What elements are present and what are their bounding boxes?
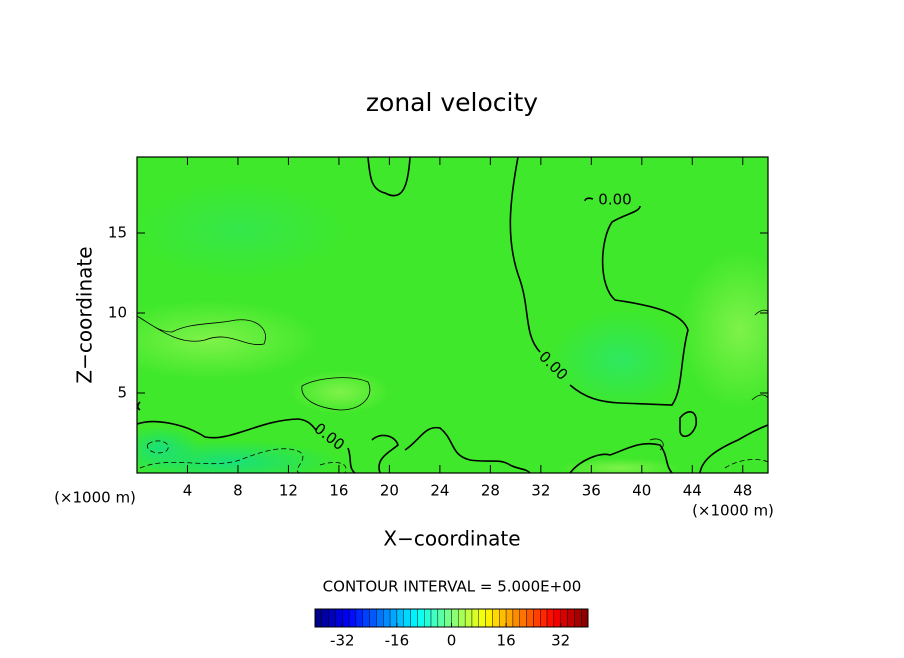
contour-label: 0.00 — [598, 191, 631, 209]
x-tick-label: 48 — [733, 482, 752, 500]
colorbar-swatch — [458, 608, 466, 628]
plot-frame — [136, 156, 769, 474]
colorbar-swatch — [430, 608, 439, 628]
colorbar-swatch — [362, 608, 370, 628]
contour-line — [137, 401, 768, 473]
colorbar-swatch — [355, 608, 363, 628]
colorbar-swatch — [437, 608, 445, 628]
field — [137, 157, 768, 473]
x-tick-label: 16 — [329, 482, 348, 500]
colorbar-tick-label: 0 — [447, 632, 457, 650]
x-axis-label: X−coordinate — [383, 527, 520, 551]
y-unit: (×1000 m) — [54, 489, 136, 507]
colorbar-swatch — [342, 608, 350, 628]
field-patch — [290, 370, 390, 414]
colorbar-swatch — [567, 608, 575, 628]
colorbar-swatch — [492, 608, 500, 628]
field-patch — [680, 250, 768, 410]
colorbar-swatch — [383, 608, 391, 628]
colorbar-swatch — [376, 608, 384, 628]
colorbar-swatch — [451, 608, 459, 628]
colorbar-swatch — [314, 608, 323, 628]
x-tick-label: 44 — [683, 482, 702, 500]
colorbar-swatch — [403, 608, 411, 628]
field-patch — [550, 310, 690, 410]
field-patch — [560, 458, 680, 473]
colorbar-swatch — [335, 608, 343, 628]
colorbar-swatch — [410, 608, 418, 628]
field-patch — [137, 180, 350, 280]
contour-line — [509, 157, 689, 406]
contour-interval: CONTOUR INTERVAL = 5.000E+00 — [323, 578, 582, 596]
colorbar-swatch — [478, 608, 486, 628]
colorbar-swatch — [512, 608, 520, 628]
colorbar-swatch — [396, 608, 404, 628]
x-tick-label: 4 — [183, 482, 193, 500]
chart-title: zonal velocity — [366, 88, 538, 117]
contour-line — [367, 157, 411, 197]
colorbar-swatch — [553, 608, 561, 628]
y-tick-label: 10 — [108, 304, 127, 322]
colorbar-swatch — [526, 608, 534, 628]
x-tick-label: 8 — [233, 482, 243, 500]
colorbar-swatch — [321, 608, 329, 628]
colorbar-swatch — [533, 608, 541, 628]
contour-line — [137, 309, 768, 451]
y-tick-label: 5 — [117, 384, 127, 402]
colorbar-swatch — [424, 608, 432, 628]
colorbar-swatch — [444, 608, 452, 628]
x-tick-label: 24 — [430, 482, 449, 500]
colorbar-swatch — [389, 608, 398, 628]
x-tick-label: 12 — [279, 482, 298, 500]
colorbar-tick-label: 16 — [497, 632, 516, 650]
colorbar-swatch — [471, 608, 480, 628]
colorbar-swatch — [519, 608, 527, 628]
colorbar-swatch — [499, 608, 507, 628]
colorbar-swatch — [540, 608, 548, 628]
colorbar-swatch — [464, 608, 473, 628]
colorbar-tick-label: -32 — [330, 632, 355, 650]
colorbar-swatch — [369, 608, 377, 628]
colorbar-swatch — [417, 608, 425, 628]
colorbar-swatch — [505, 608, 514, 628]
x-tick-label: 28 — [481, 482, 500, 500]
colorbar-swatch — [574, 608, 582, 628]
colorbar-swatch — [546, 608, 555, 628]
y-tick-label: 15 — [108, 224, 127, 242]
field-patch — [137, 300, 320, 380]
x-tick-label: 32 — [531, 482, 550, 500]
colorbar-tick-label: 32 — [551, 632, 570, 650]
x-tick-label: 36 — [582, 482, 601, 500]
y-axis-label: Z−coordinate — [73, 246, 97, 383]
colorbar-swatch — [328, 608, 336, 628]
colorbar-swatch — [348, 608, 357, 628]
colorbar-swatch — [485, 608, 493, 628]
x-unit: (×1000 m) — [692, 502, 774, 520]
colorbar-tick-label: -16 — [385, 632, 410, 650]
colorbar-swatch — [560, 608, 568, 628]
colorbar-swatch — [580, 608, 589, 628]
x-tick-label: 20 — [380, 482, 399, 500]
x-tick-label: 40 — [632, 482, 651, 500]
